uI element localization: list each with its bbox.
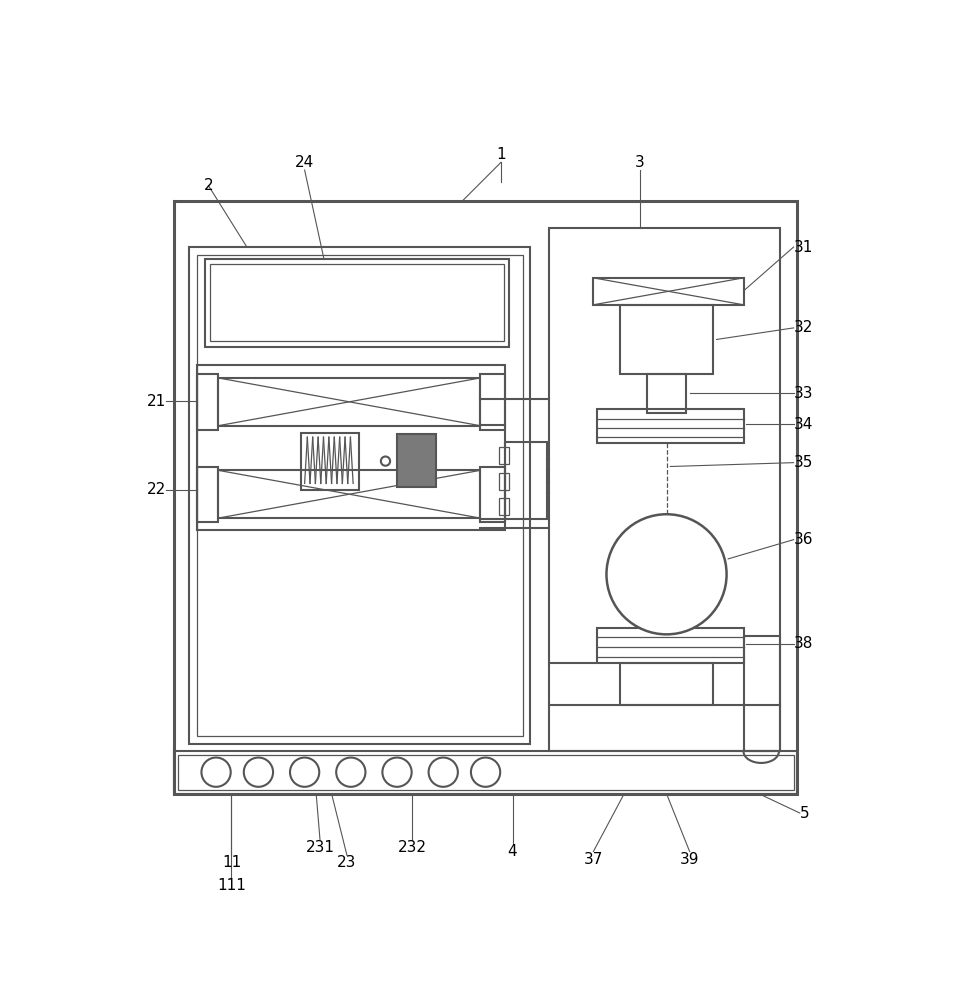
Bar bbox=[480, 374, 504, 430]
Bar bbox=[173, 201, 797, 794]
Bar bbox=[197, 255, 522, 736]
Text: 23: 23 bbox=[337, 855, 357, 870]
Circle shape bbox=[471, 758, 500, 787]
Text: 232: 232 bbox=[397, 840, 426, 855]
Text: 111: 111 bbox=[217, 878, 246, 893]
Circle shape bbox=[202, 758, 231, 787]
Bar bbox=[597, 628, 743, 663]
Circle shape bbox=[606, 514, 726, 634]
Text: 21: 21 bbox=[146, 394, 166, 409]
Circle shape bbox=[382, 758, 411, 787]
Circle shape bbox=[290, 758, 319, 787]
Bar bbox=[300, 433, 359, 490]
Text: 22: 22 bbox=[146, 482, 166, 497]
Bar bbox=[189, 247, 530, 744]
Text: 4: 4 bbox=[507, 844, 516, 859]
Text: 34: 34 bbox=[793, 417, 812, 432]
Bar bbox=[209, 264, 504, 341]
Text: 11: 11 bbox=[222, 855, 241, 870]
Bar bbox=[173, 751, 797, 794]
Text: 24: 24 bbox=[295, 155, 314, 170]
Bar bbox=[646, 374, 685, 413]
Bar bbox=[396, 434, 435, 487]
Text: 35: 35 bbox=[793, 455, 812, 470]
Circle shape bbox=[336, 758, 365, 787]
Text: 37: 37 bbox=[583, 852, 603, 866]
Bar bbox=[177, 755, 793, 790]
Bar bbox=[218, 470, 480, 518]
Bar bbox=[548, 228, 779, 751]
Bar bbox=[218, 378, 480, 426]
Circle shape bbox=[243, 758, 273, 787]
Bar bbox=[197, 374, 218, 430]
Circle shape bbox=[381, 456, 390, 466]
Text: 2: 2 bbox=[203, 178, 213, 193]
Bar bbox=[499, 473, 508, 490]
Text: 1: 1 bbox=[496, 147, 505, 162]
Bar bbox=[204, 259, 508, 347]
Text: 31: 31 bbox=[793, 240, 812, 255]
Bar bbox=[499, 447, 508, 464]
Bar bbox=[480, 466, 504, 522]
Bar bbox=[197, 365, 504, 530]
Bar bbox=[620, 305, 712, 374]
Bar bbox=[743, 636, 779, 751]
Bar bbox=[197, 466, 218, 522]
Text: 38: 38 bbox=[793, 636, 812, 651]
Text: 231: 231 bbox=[305, 840, 334, 855]
Circle shape bbox=[428, 758, 457, 787]
Bar bbox=[499, 498, 508, 515]
Text: 36: 36 bbox=[793, 532, 812, 547]
Bar bbox=[504, 442, 547, 519]
Bar bbox=[597, 409, 743, 443]
Bar bbox=[593, 278, 743, 305]
Bar bbox=[620, 663, 712, 705]
Text: 39: 39 bbox=[679, 852, 699, 866]
Text: 3: 3 bbox=[634, 155, 643, 170]
Text: 5: 5 bbox=[798, 806, 808, 820]
Text: 33: 33 bbox=[793, 386, 812, 401]
Text: 32: 32 bbox=[793, 320, 812, 335]
